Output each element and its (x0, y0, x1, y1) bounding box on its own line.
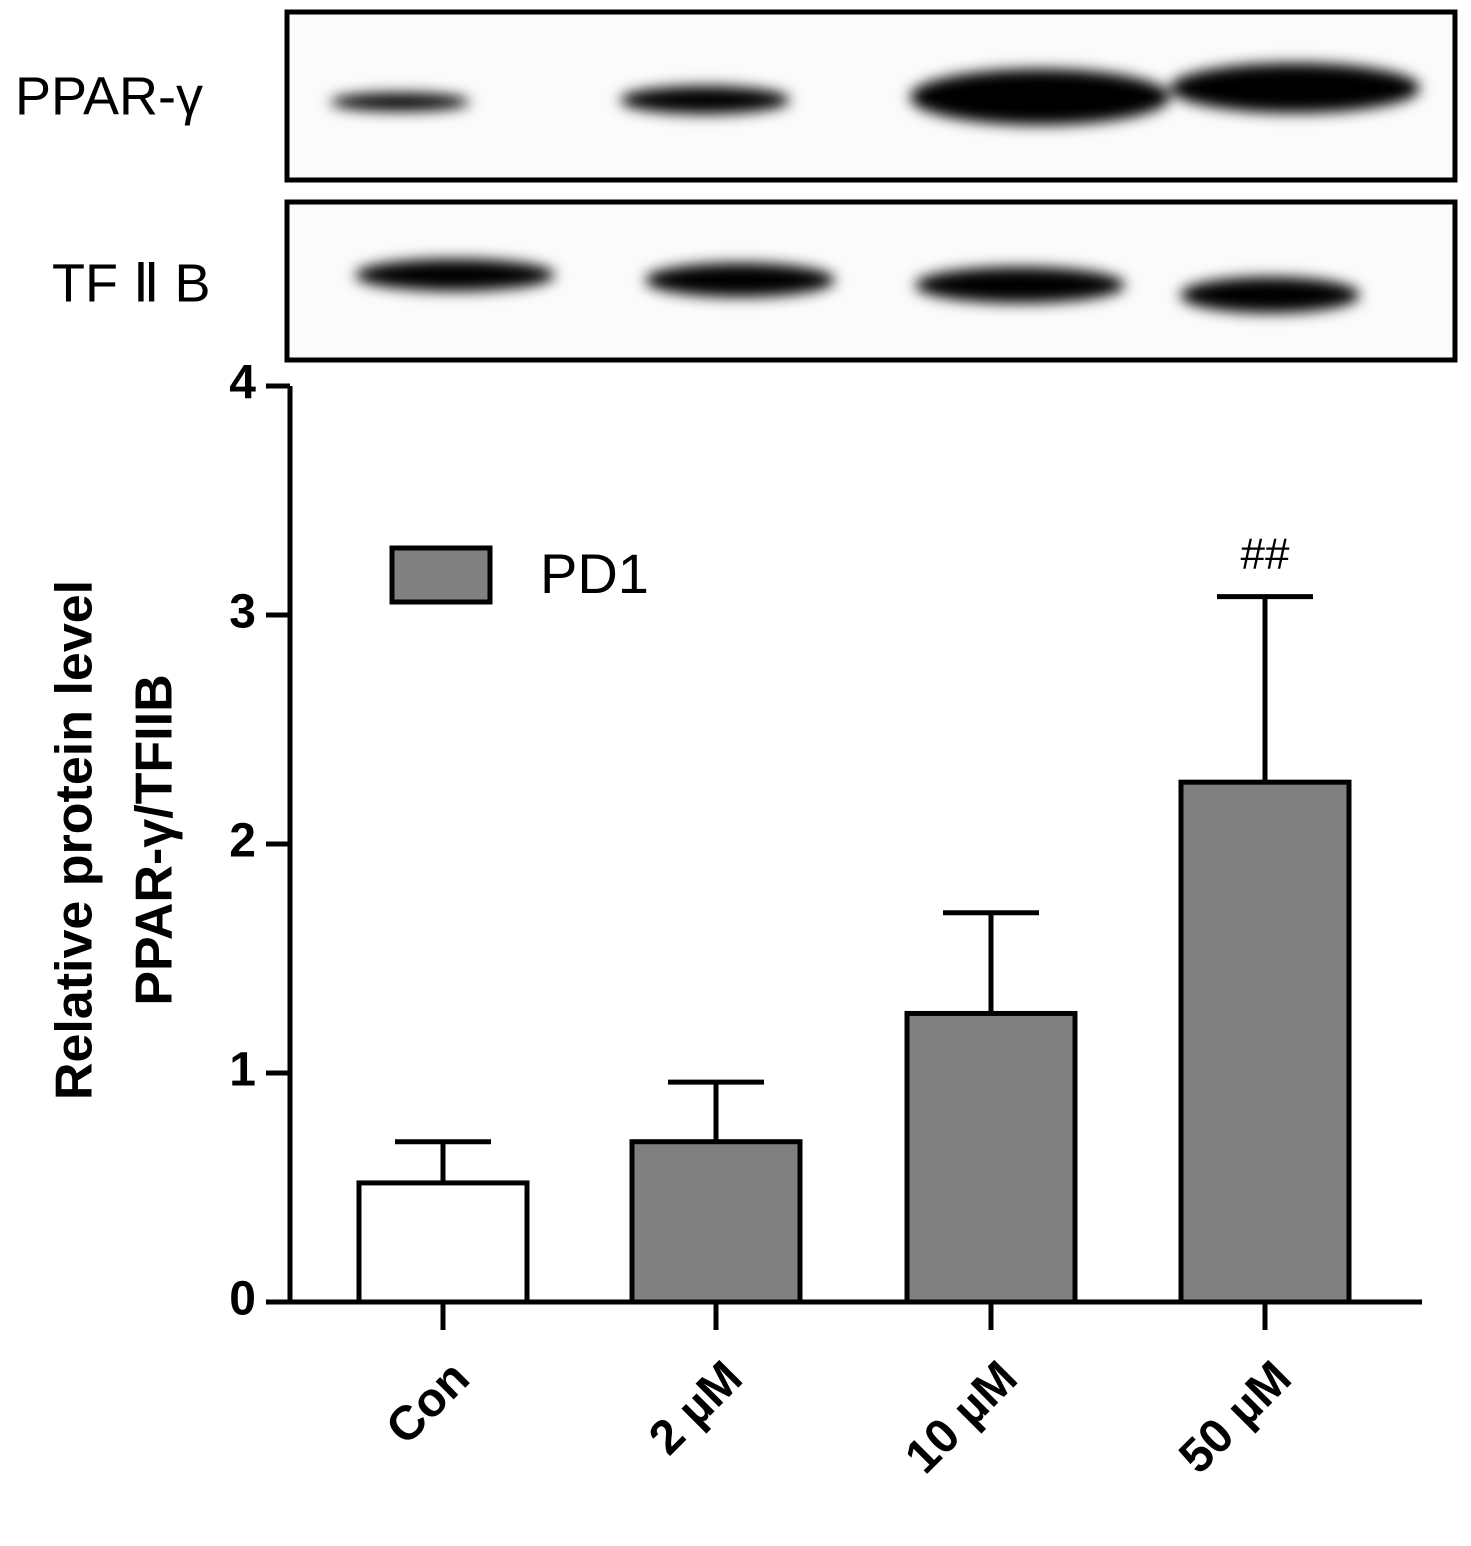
band (1170, 63, 1420, 113)
x-tick-label: 50 µM (1169, 1351, 1302, 1484)
blot-panel: PPAR-γ TF Ⅱ B (15, 9, 1458, 363)
band (915, 267, 1125, 303)
annotation: ## (1241, 529, 1290, 578)
y-axis-title-line: PPAR-γ/TFIIB (126, 674, 184, 1005)
bar (904, 1010, 1078, 1305)
blot-bands (355, 259, 1360, 313)
blot-label: TF Ⅱ B (52, 253, 211, 313)
y-tick-label: 3 (229, 586, 256, 639)
x-tick-label: Con (376, 1351, 479, 1454)
blot-bands (330, 63, 1420, 125)
x-tick-label: 10 µM (895, 1351, 1028, 1484)
band (910, 69, 1170, 125)
bar (629, 1139, 803, 1305)
bar (1178, 779, 1352, 1305)
legend-label: PD1 (540, 542, 649, 605)
blot-label: PPAR-γ (15, 66, 203, 126)
band (620, 86, 790, 114)
plot: 0 1 2 3 4 Con 2 µM 10 µM 50 µM ## PD1 (229, 357, 1422, 1484)
y-tick-label: 4 (229, 357, 256, 410)
band (330, 93, 470, 111)
band (355, 259, 555, 291)
x-tick-label: 2 µM (639, 1351, 753, 1465)
y-tick-label: 1 (229, 1044, 256, 1097)
y-tick-label: 2 (229, 815, 256, 868)
bar (356, 1180, 530, 1305)
y-axis-title: Relative protein level PPAR-γ/TFIIB (46, 580, 184, 1100)
legend-swatch (389, 545, 493, 605)
band (1180, 277, 1360, 313)
y-axis-title-line: Relative protein level (46, 580, 104, 1100)
band (645, 263, 835, 297)
y-tick-label: 0 (229, 1273, 256, 1326)
